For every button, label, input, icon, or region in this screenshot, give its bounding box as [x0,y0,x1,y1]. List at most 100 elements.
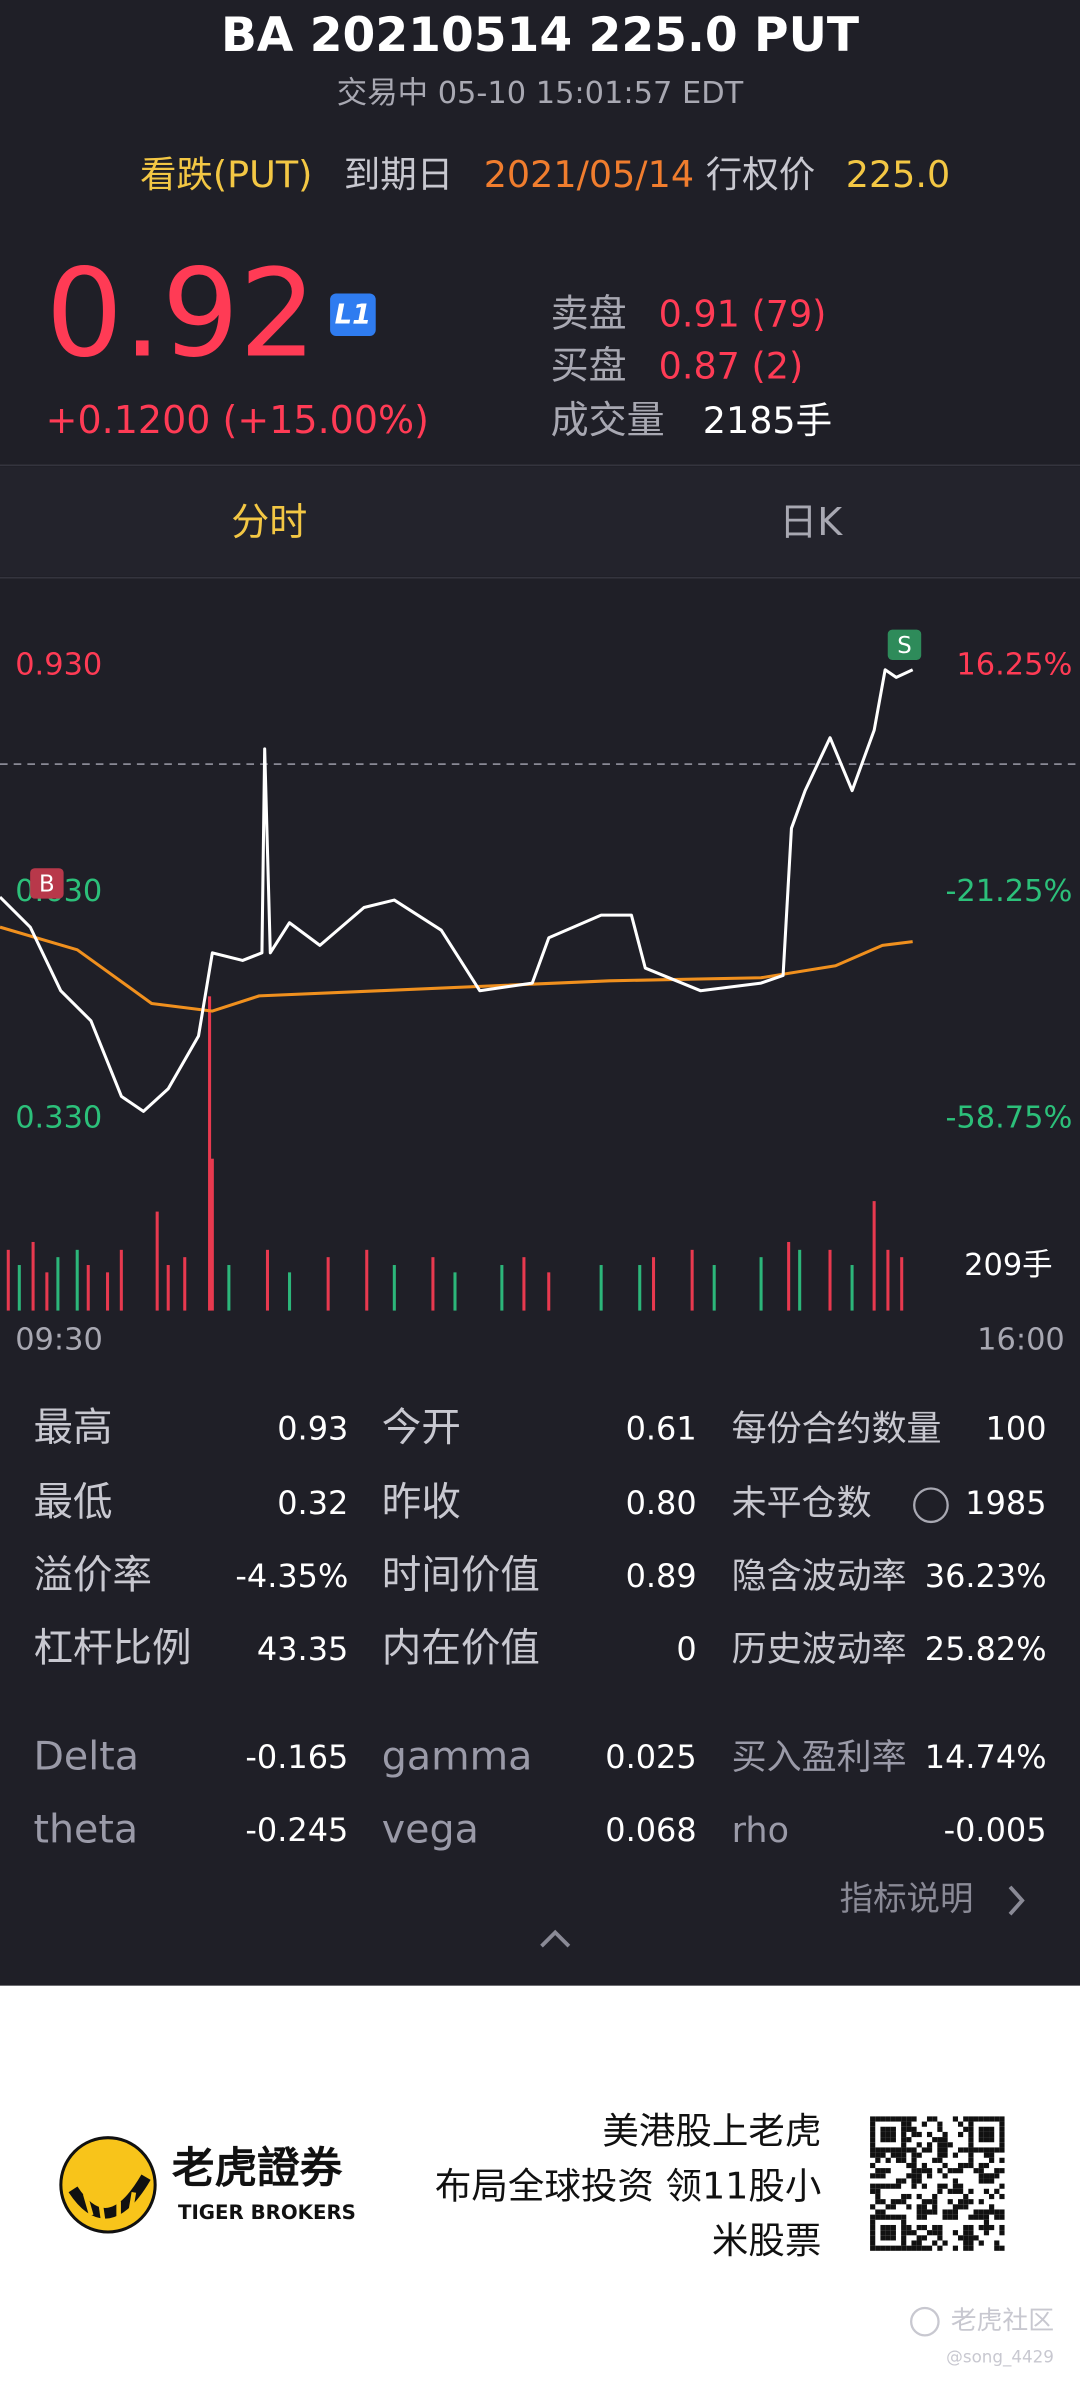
volume-bar [431,1257,435,1311]
qr-cell [937,2245,943,2251]
stat-label: 隐含波动率 [732,1557,907,1597]
level-badge: L1 [335,300,371,331]
y2-tick-label: -58.75% [945,1101,1072,1136]
qr-cell [932,2116,938,2122]
chevron-right [1008,1885,1025,1916]
qr-cell [895,2116,902,2122]
qr-cell [926,2131,933,2138]
tab[interactable]: 分时 [231,500,307,544]
qr-cell [911,2162,917,2169]
qr-cell [978,2147,984,2153]
qr-cell [890,2245,896,2251]
qr-cell [870,2183,876,2189]
qr-cell [916,2142,922,2148]
qr-cell [906,2245,912,2251]
qr-cell [973,2147,979,2153]
qr-cell [937,2147,943,2153]
qr-cell [890,2235,896,2241]
qr-cell [978,2199,984,2205]
qr-cell [921,2183,927,2189]
tab[interactable]: 日K [779,500,843,544]
trade-marker [30,868,64,899]
stat-value: 36.23% [925,1557,1047,1595]
qr-cell [983,2209,990,2215]
trade-marker-label: S [897,633,911,659]
average-line [0,925,913,1013]
stat-value: -0.005 [944,1811,1047,1849]
qr-cell [958,2235,964,2241]
stat-label: theta [33,1807,138,1853]
qr-cell [895,2152,902,2158]
stat-label: 昨收 [382,1480,461,1526]
qr-cell [906,2204,912,2210]
qr-cell [994,2245,1000,2251]
stat-value: 0.89 [626,1557,697,1595]
volume-bar [75,1249,79,1311]
stat-label: 每份合约数量 [732,1410,942,1450]
qr-cell [983,2173,990,2179]
qr-cell [870,2240,876,2246]
qr-cell [968,2230,974,2236]
qr-cell [911,2240,917,2246]
volume-bar [787,1241,791,1311]
qr-cell [968,2137,974,2143]
qr-cell [916,2193,922,2200]
qr-cell [978,2131,984,2138]
qr-cell [994,2214,1000,2220]
qr-cell [875,2193,881,2200]
volume-bar [453,1272,457,1311]
indicator-link[interactable]: 指标说明 [840,1879,974,1918]
volume-bar [45,1272,49,1311]
qr-cell [901,2152,907,2158]
qr-cell [968,2152,974,2158]
qr-cell [901,2245,907,2251]
volume-bar [6,1249,10,1311]
qr-cell [916,2152,922,2158]
watermark-icon [910,2306,940,2337]
volume-max-label: 209手 [964,1248,1052,1283]
qr-cell [875,2199,881,2205]
qr-cell [890,2204,896,2210]
qr-cell [870,2235,876,2241]
qr-cell [921,2199,927,2205]
qr-cell [999,2224,1005,2231]
qr-cell [926,2116,933,2122]
qr-cell [958,2147,964,2153]
qr-cell [942,2137,948,2143]
qr-cell [978,2173,984,2179]
qr-cell [989,2152,995,2158]
qr-cell [875,2152,881,2158]
qr-cell [906,2137,912,2143]
qr-cell [921,2235,927,2241]
qr-cell [921,2214,927,2220]
qr-cell [942,2173,948,2179]
qr-cell [870,2224,876,2231]
qr-cell [890,2152,896,2158]
volume-bar [900,1257,904,1311]
qr-cell [870,2214,876,2220]
qr-cell [916,2173,922,2179]
qr-cell [983,2126,990,2132]
qr-cell [921,2121,927,2127]
qr-cell [911,2245,917,2251]
stat-value: 0.93 [277,1410,348,1448]
volume-bar [886,1249,890,1311]
qr-cell [983,2162,990,2169]
stat-label: 最高 [33,1405,112,1451]
qr-cell [932,2230,938,2236]
qr-cell [895,2147,902,2153]
qr-cell [968,2214,974,2220]
qr-cell [968,2188,974,2194]
qr-cell [937,2224,943,2231]
qr-cell [999,2183,1005,2189]
qr-cell [947,2168,953,2174]
stat-label: 买入盈利率 [732,1738,907,1778]
volume: 2185手 [703,399,832,442]
qr-cell [958,2204,964,2210]
x-tick-label: 09:30 [15,1323,103,1358]
qr-cell [880,2199,886,2205]
qr-cell [994,2209,1000,2215]
collapse-icon[interactable] [540,1929,571,1948]
volume-bar [828,1249,832,1311]
